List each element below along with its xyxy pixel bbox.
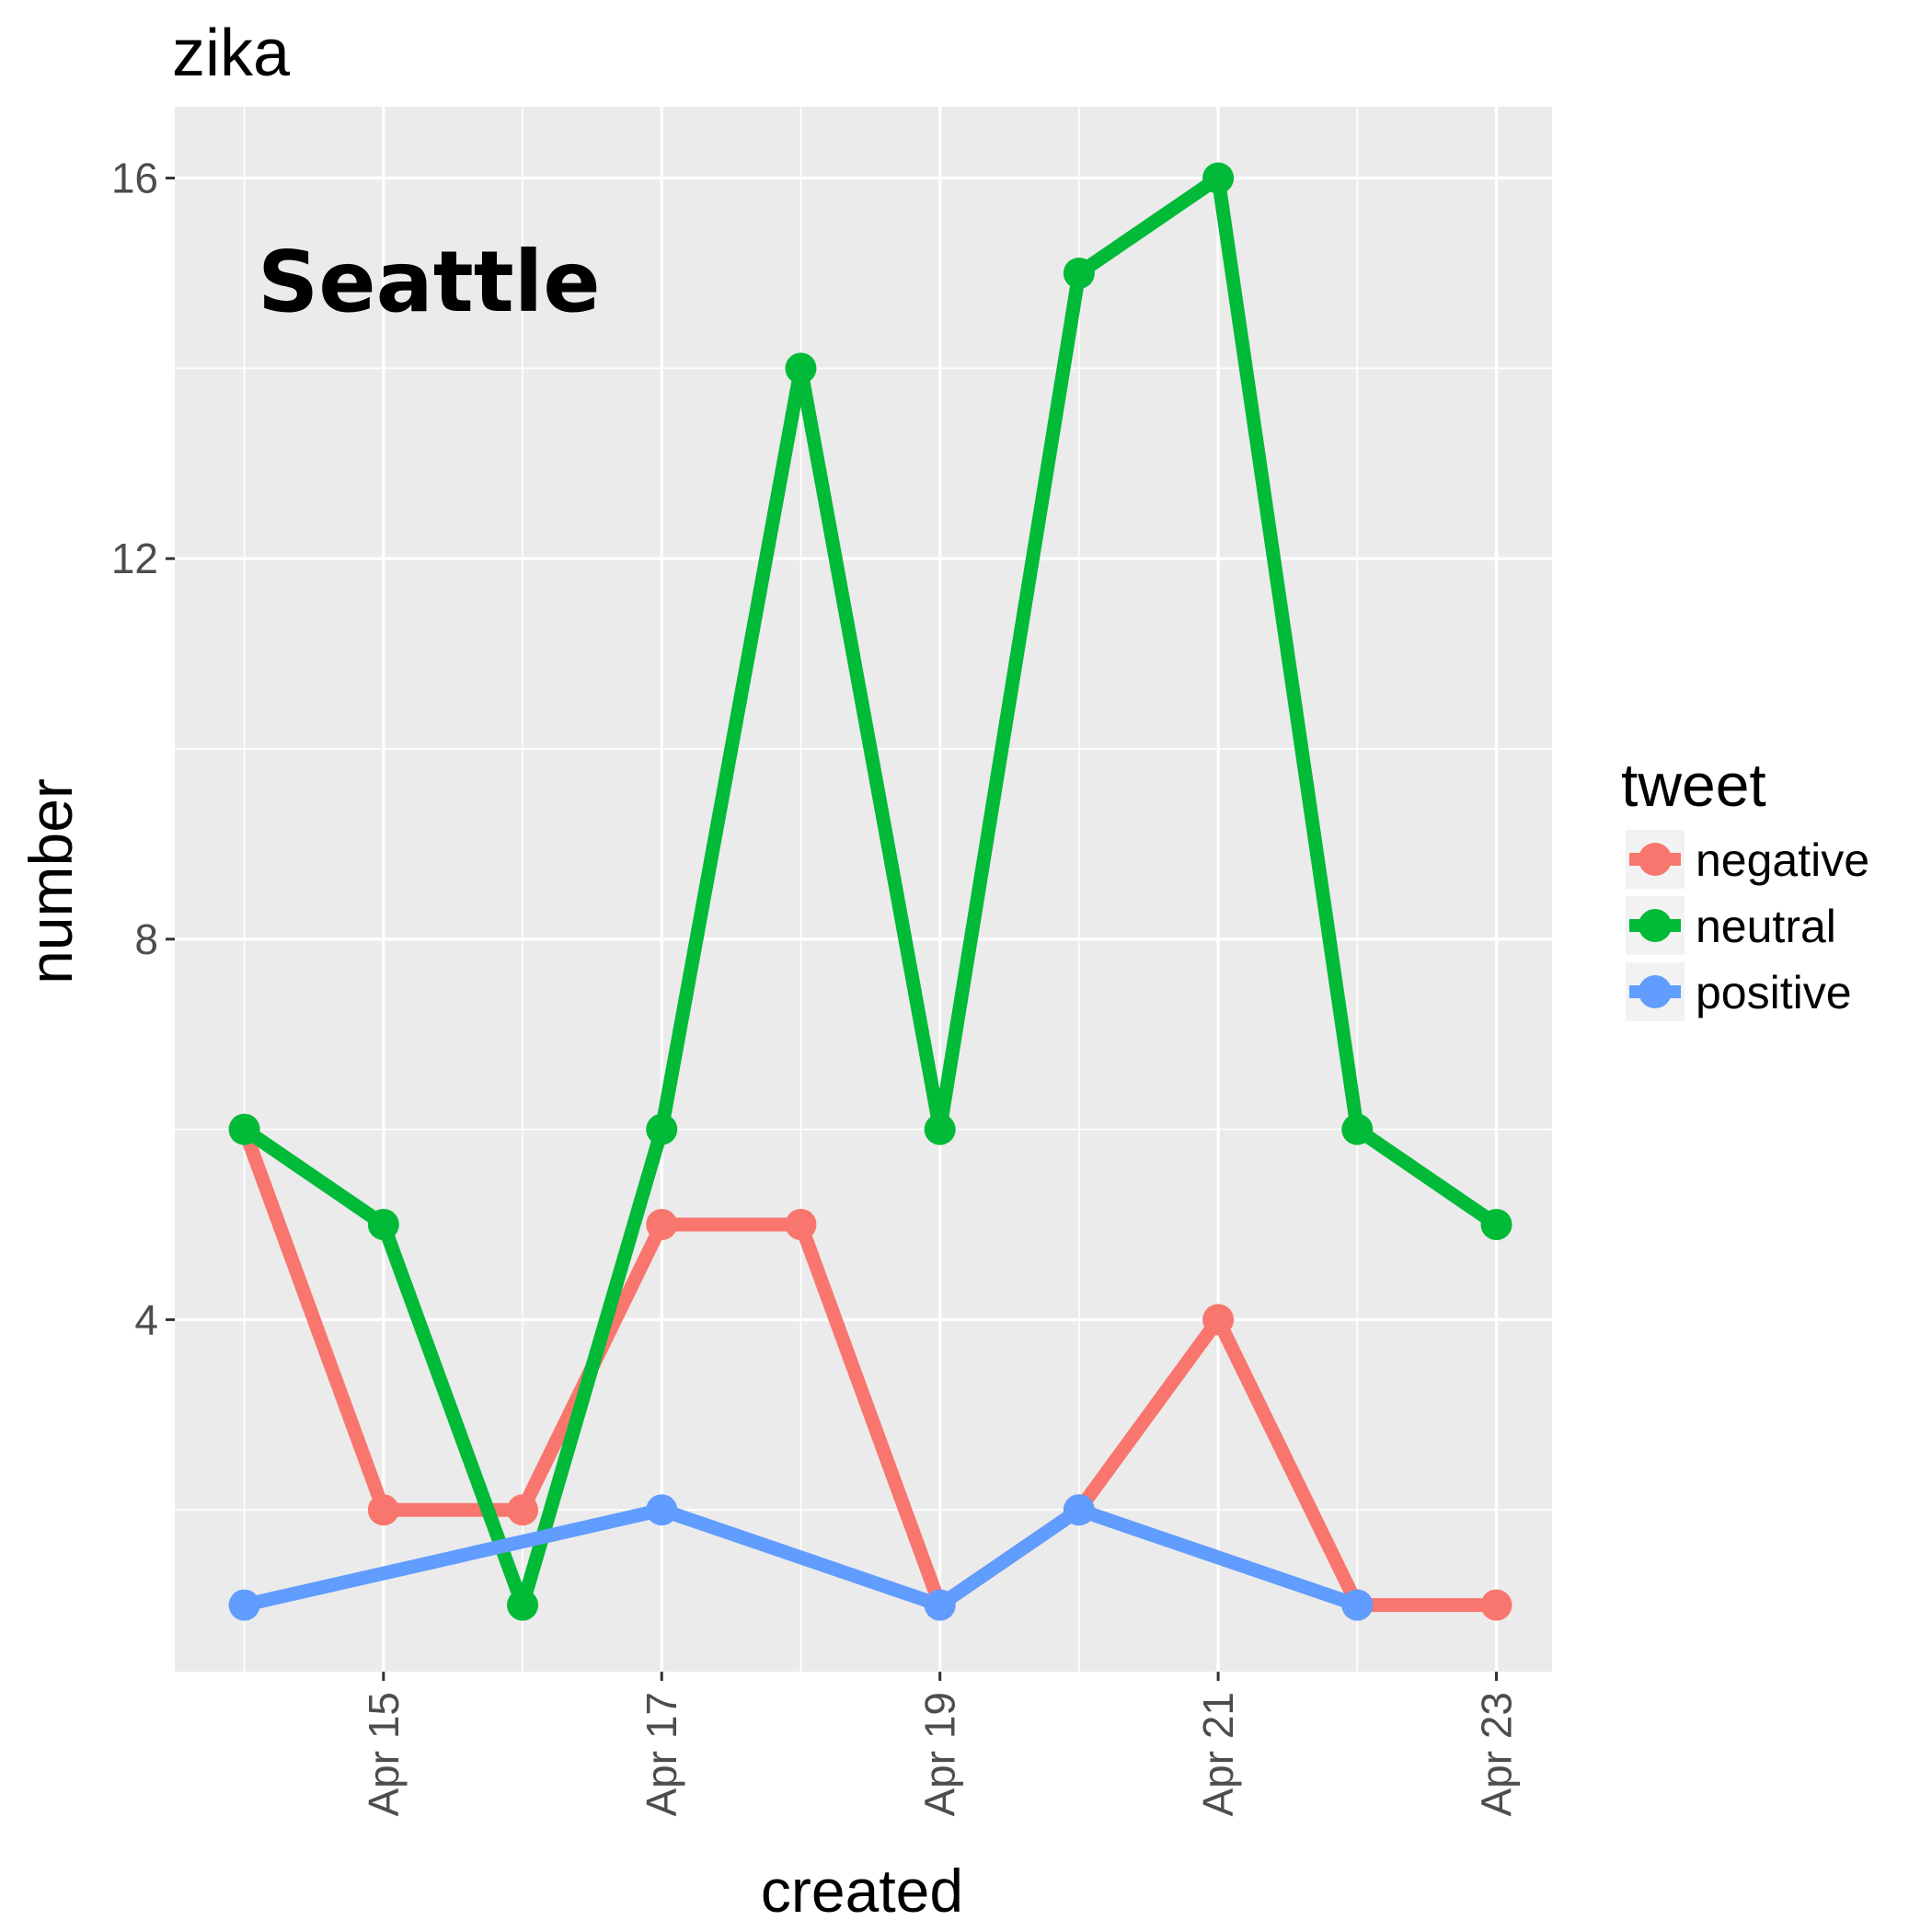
point-neutral [1202, 162, 1235, 194]
x-tick-label: Apr 17 [638, 1692, 685, 1817]
x-axis-title: created [761, 1857, 963, 1925]
y-tick-label: 16 [111, 155, 158, 202]
point-neutral [924, 1113, 956, 1145]
legend-label: neutral [1696, 901, 1836, 952]
point-neutral [785, 352, 817, 385]
point-neutral [1341, 1113, 1374, 1145]
plot-panel [175, 107, 1552, 1672]
series-line-negative [237, 1122, 1504, 1613]
point-neutral [507, 1589, 539, 1621]
point-negative [785, 1209, 817, 1240]
point-neutral [1480, 1209, 1512, 1240]
point-positive [1341, 1589, 1374, 1621]
point-neutral [228, 1113, 260, 1145]
legend-key-point [1639, 843, 1672, 876]
legend-item-neutral: neutral [1626, 896, 1836, 955]
legend-key-point [1639, 909, 1672, 942]
legend-key-point [1639, 975, 1672, 1008]
legend: tweet negative neutral positive [1621, 751, 1869, 1021]
point-negative [1202, 1304, 1235, 1336]
point-negative [1480, 1589, 1512, 1621]
y-tick-label: 8 [134, 915, 158, 963]
y-axis-title: number [17, 778, 85, 984]
y-tick-label: 12 [111, 535, 158, 582]
x-tick-label: Apr 15 [360, 1692, 408, 1817]
chart-title: zika [172, 17, 291, 90]
point-positive [1063, 1494, 1095, 1526]
series-line-neutral [237, 171, 1504, 1613]
x-tick-label: Apr 21 [1194, 1692, 1242, 1817]
seattle-annotation: Seattle [258, 233, 601, 331]
point-negative [646, 1209, 678, 1240]
point-positive [646, 1494, 678, 1526]
point-positive [228, 1589, 260, 1621]
panel-background [175, 107, 1552, 1672]
point-negative [367, 1494, 399, 1526]
legend-title: tweet [1621, 751, 1766, 819]
point-negative [507, 1494, 539, 1526]
legend-item-negative: negative [1626, 830, 1869, 889]
y-tick-label: 4 [134, 1295, 158, 1343]
x-tick-label: Apr 19 [916, 1692, 964, 1817]
point-neutral [367, 1209, 399, 1240]
legend-label: positive [1696, 967, 1852, 1018]
x-tick-label: Apr 23 [1473, 1692, 1521, 1817]
point-neutral [646, 1113, 678, 1145]
point-neutral [1063, 257, 1095, 289]
legend-item-positive: positive [1626, 962, 1852, 1021]
legend-label: negative [1696, 834, 1869, 886]
point-positive [924, 1589, 956, 1621]
axes: 4 8 12 16 Apr 15 Apr 17 Apr 19 Apr 21 Apr 23 [111, 155, 1521, 1817]
series-layer [228, 162, 1512, 1621]
